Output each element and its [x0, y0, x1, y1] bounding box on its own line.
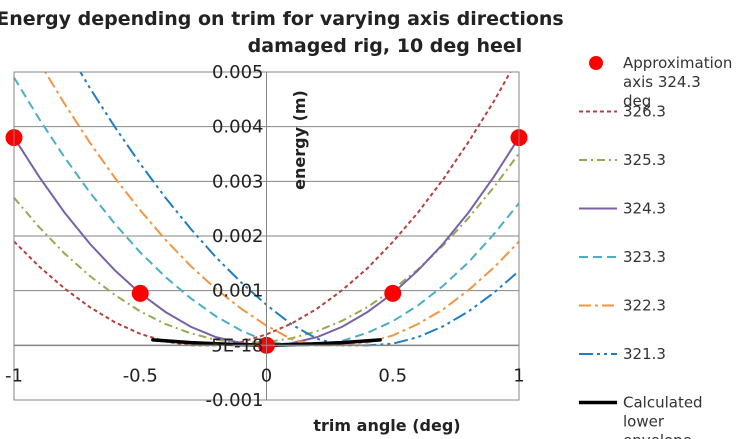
x-axis-title: trim angle (deg) — [313, 416, 460, 435]
approx-point-1 — [131, 284, 149, 302]
y-tick-label-2: 0.001 — [212, 281, 264, 302]
legend-label-2: 325.3 — [623, 151, 666, 169]
legend-label-0: Approximation axis 324.3 deg — [623, 54, 732, 110]
legend-marker-approx — [589, 56, 603, 70]
x-tick-label-4: 1 — [513, 365, 524, 386]
legend-label-4: 323.3 — [623, 248, 666, 266]
y-tick-label-3: 0.002 — [212, 226, 264, 247]
legend-label-6: 321.3 — [623, 345, 666, 363]
y-tick-label-4: 0.003 — [212, 171, 264, 192]
x-tick-label-3: 0.5 — [378, 365, 407, 386]
legend-label-5: 322.3 — [623, 297, 666, 315]
chart-subtitle: damaged rig, 10 deg heel — [248, 35, 523, 57]
y-axis-title: energy (m) — [290, 90, 309, 190]
axis-layer — [14, 72, 519, 400]
y-tick-label-0: -0.001 — [205, 390, 263, 411]
legend-label-3: 324.3 — [623, 200, 666, 218]
y-tick-label-5: 0.004 — [212, 117, 264, 138]
ticks-layer: -0.001 5E-18 0.001 0.002 0.003 0.004 0.005 -1 -0… — [5, 62, 525, 411]
legend-label-1: 326.3 — [623, 103, 666, 121]
y-tick-label-6: 0.005 — [212, 62, 264, 83]
x-tick-label-0: -1 — [5, 365, 23, 386]
series-line-326.3 — [14, 72, 512, 347]
x-tick-label-1: -0.5 — [123, 365, 158, 386]
legend-label-7: Calculatedlowerenvelope — [623, 394, 703, 439]
y-tick-label-1: 5E-18 — [211, 335, 263, 356]
approx-point-3 — [384, 284, 402, 302]
x-tick-label-2: 0 — [261, 365, 272, 386]
chart-title: Energy depending on trim for varying axi… — [0, 8, 564, 30]
